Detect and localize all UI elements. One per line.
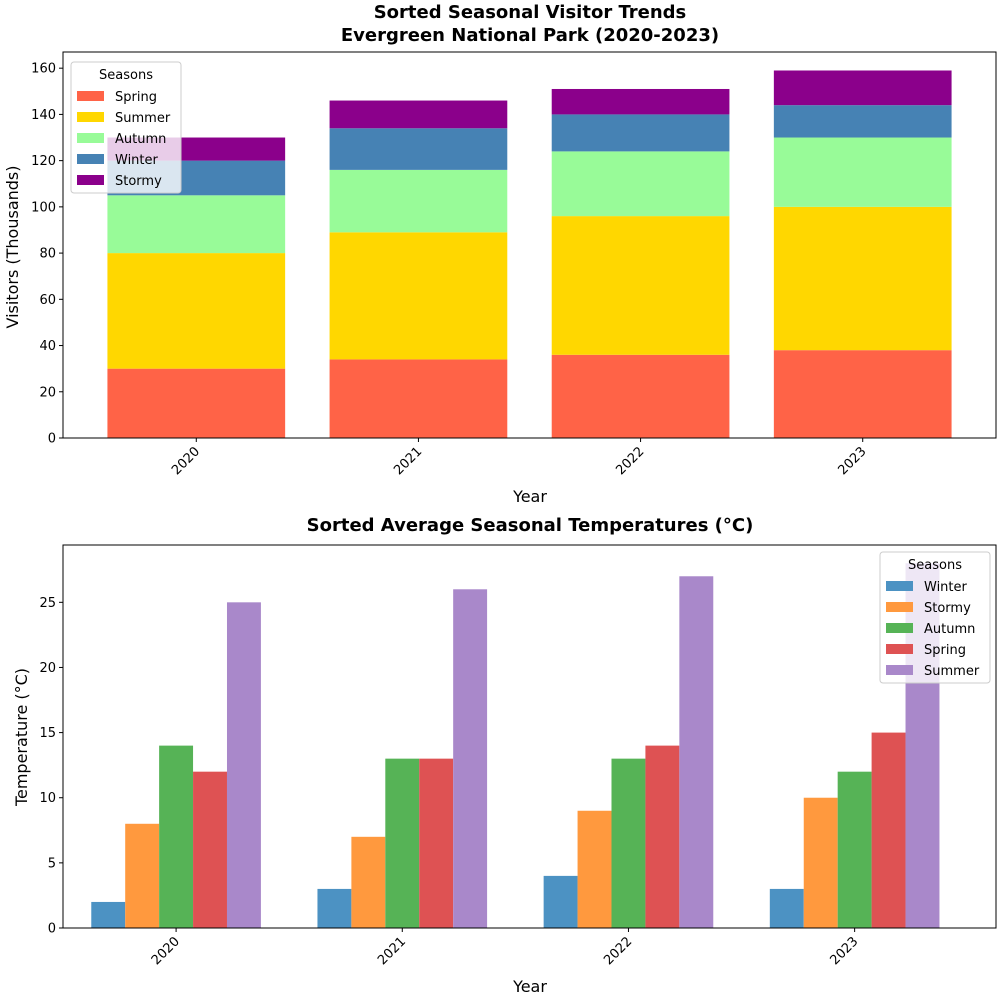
chart2-bar-autumn-2023: [837, 771, 872, 928]
chart2-bar-autumn-2021: [385, 758, 420, 928]
chart2-xtick-label: 2021: [375, 934, 409, 968]
chart2-legend-swatch-winter: [886, 581, 913, 591]
chart1-ytick-label: 120: [31, 154, 56, 169]
chart1-bar-summer-2022: [551, 216, 730, 355]
chart1-bar-summer-2020: [107, 253, 286, 369]
chart2-ytick-label: 0: [48, 922, 56, 937]
chart2-ytick-label: 10: [39, 791, 56, 806]
chart1-ytick-label: 20: [39, 385, 56, 400]
chart1-bar-stormy-2021: [329, 100, 508, 129]
chart2-bar-stormy-2021: [351, 836, 386, 928]
chart1-legend-label-winter: Winter: [115, 153, 159, 168]
chart2-bar-summer-2020: [226, 602, 261, 928]
chart2-ytick-label: 20: [39, 661, 56, 676]
chart1-ytick-label: 80: [39, 247, 56, 262]
chart1-legend-label-summer: Summer: [115, 111, 171, 126]
chart2-legend-swatch-spring: [886, 644, 913, 654]
chart1-ytick-label: 0: [48, 432, 56, 447]
chart1-bar-autumn-2023: [773, 137, 952, 207]
chart2-xtick-label: 2022: [601, 934, 635, 968]
chart1-bar-spring-2023: [773, 350, 952, 438]
chart1-bar-winter-2021: [329, 128, 508, 170]
chart1-legend-swatch-summer: [77, 112, 104, 122]
chart2-bar-spring-2023: [871, 732, 906, 928]
chart1-legend: Seasons Spring Summer Autumn Winter Stormy: [70, 61, 182, 194]
chart2-bar-spring-2020: [193, 771, 227, 928]
chart1-ytick-label: 160: [31, 62, 56, 77]
chart1-bar-autumn-2022: [551, 151, 730, 217]
visitor-trends-chart: Sorted Seasonal Visitor Trends Evergreen…: [3, 2, 997, 506]
chart2-bar-winter-2021: [317, 888, 352, 928]
chart1-ytick-label: 100: [31, 200, 56, 215]
chart2-legend: Seasons Winter Stormy Autumn Spring Summer: [879, 551, 991, 684]
chart1-bar-autumn-2021: [329, 169, 508, 233]
chart1-xtick-label: 2022: [613, 444, 647, 478]
chart1-legend-title: Seasons: [99, 68, 153, 83]
chart2-legend-title: Seasons: [908, 558, 962, 573]
chart2-legend-label-spring: Spring: [924, 643, 966, 658]
chart1-bar-autumn-2020: [107, 195, 286, 254]
chart1-bars: [107, 70, 952, 438]
chart1-ytick-label: 140: [31, 108, 56, 123]
chart2-xtick-label: 2023: [827, 934, 861, 968]
chart1-bar-stormy-2022: [551, 88, 730, 115]
chart1-title-line2: Evergreen National Park (2020-2023): [341, 25, 719, 46]
chart2-bar-stormy-2020: [125, 823, 160, 928]
chart2-bar-spring-2022: [645, 745, 680, 928]
chart1-bar-spring-2020: [107, 368, 286, 438]
chart2-ylabel: Temperature (°C): [12, 668, 31, 807]
chart2-legend-swatch-stormy: [886, 602, 913, 612]
chart1-legend-swatch-winter: [77, 154, 104, 164]
chart1-legend-label-stormy: Stormy: [115, 174, 162, 189]
chart2-axes-frame: [62, 544, 997, 929]
chart2-bar-summer-2021: [453, 589, 488, 928]
chart2-bar-autumn-2022: [611, 758, 646, 928]
chart2-legend-label-winter: Winter: [924, 580, 968, 595]
chart2-ytick-label: 25: [39, 596, 56, 611]
chart1-xlabel: Year: [512, 487, 547, 506]
chart2-xtick-label: 2020: [149, 934, 183, 968]
chart2-bar-winter-2020: [91, 901, 126, 928]
chart1-bar-summer-2021: [329, 232, 508, 360]
chart2-bars: [91, 563, 940, 928]
chart2-bar-winter-2023: [769, 888, 804, 928]
chart1-xtick-label: 2023: [836, 444, 870, 478]
chart2-bar-summer-2022: [679, 576, 714, 928]
chart1-title-line1: Sorted Seasonal Visitor Trends: [374, 2, 687, 23]
chart2-xlabel: Year: [512, 977, 547, 996]
chart1-xtick-label: 2020: [169, 444, 203, 478]
chart1-bar-stormy-2023: [773, 70, 952, 106]
chart2-title: Sorted Average Seasonal Temperatures (°C…: [307, 515, 754, 536]
chart1-xtick-label: 2021: [391, 444, 425, 478]
chart1-ytick-label: 60: [39, 293, 56, 308]
chart2-bar-stormy-2022: [577, 810, 612, 928]
chart1-bar-spring-2021: [329, 359, 508, 438]
chart2-ytick-label: 5: [48, 856, 56, 871]
chart1-bar-summer-2023: [773, 206, 952, 351]
chart1-bar-spring-2022: [551, 354, 730, 438]
chart1-legend-swatch-spring: [77, 91, 104, 101]
chart1-bar-winter-2023: [773, 105, 952, 138]
chart1-legend-label-spring: Spring: [115, 90, 157, 105]
temperature-chart: Sorted Average Seasonal Temperatures (°C…: [12, 515, 997, 996]
chart1-axes-frame: [62, 51, 997, 439]
chart2-bar-spring-2021: [419, 758, 454, 928]
chart2-legend-swatch-autumn: [886, 623, 913, 633]
chart1-legend-swatch-autumn: [77, 133, 104, 143]
chart1-legend-swatch-stormy: [77, 175, 104, 185]
chart1-ytick-label: 40: [39, 339, 56, 354]
chart2-bar-winter-2022: [543, 875, 578, 928]
chart2-bar-autumn-2020: [159, 745, 194, 928]
chart2-ytick-label: 15: [39, 726, 56, 741]
chart2-legend-swatch-summer: [886, 665, 913, 675]
chart2-legend-label-summer: Summer: [924, 664, 980, 679]
chart1-legend-label-autumn: Autumn: [115, 132, 166, 147]
chart2-legend-label-autumn: Autumn: [924, 622, 975, 637]
chart2-bar-stormy-2023: [803, 797, 838, 928]
chart1-bar-winter-2022: [551, 114, 730, 152]
chart1-ylabel: Visitors (Thousands): [3, 166, 22, 329]
chart2-legend-label-stormy: Stormy: [924, 601, 971, 616]
